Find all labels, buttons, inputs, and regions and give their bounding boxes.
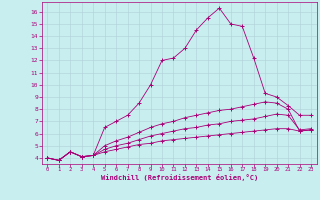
X-axis label: Windchill (Refroidissement éolien,°C): Windchill (Refroidissement éolien,°C) — [100, 174, 258, 181]
